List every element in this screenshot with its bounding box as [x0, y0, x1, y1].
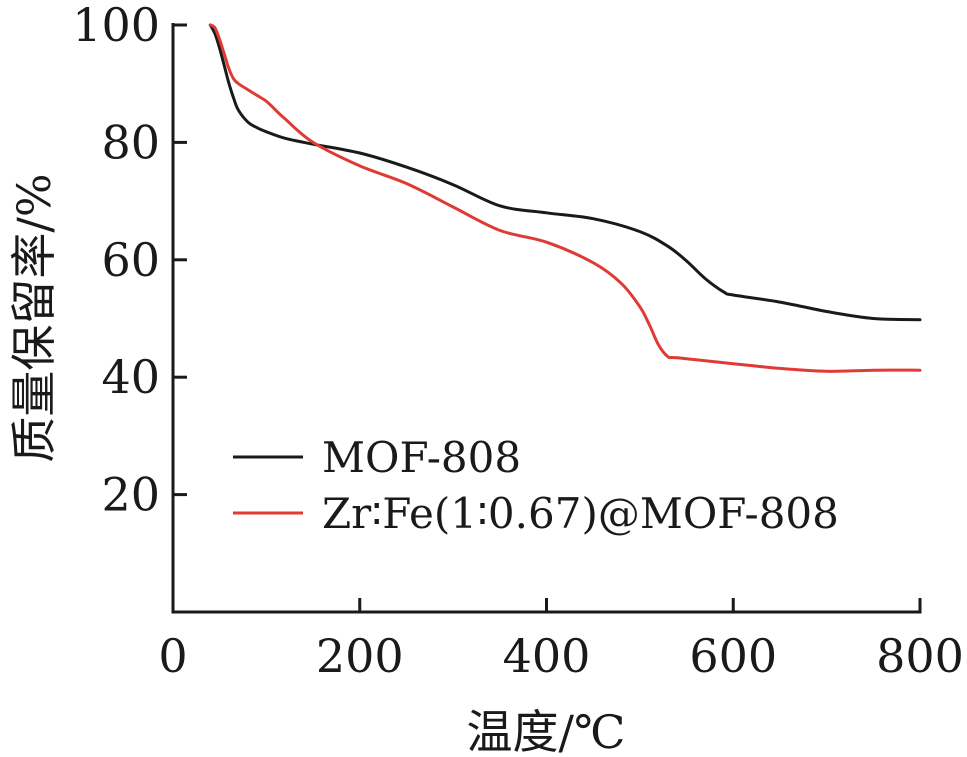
x-tick-label: 0: [158, 629, 187, 683]
y-tick-label: 60: [101, 233, 160, 287]
x-tick-label: 400: [503, 629, 591, 683]
y-tick-label: 20: [101, 468, 160, 522]
series-layer: [208, 23, 922, 373]
series-line-mof-808: [208, 23, 922, 322]
y-tick-label: 40: [101, 350, 160, 404]
axes: 20 40 60 80 100 0 200 400 600 800: [72, 0, 964, 683]
y-axis-title: 质量保留率/%: [7, 173, 61, 462]
y-tick-label: 80: [101, 115, 160, 169]
x-tick-label: 600: [689, 629, 777, 683]
y-tick-label: 100: [72, 0, 160, 52]
x-axis-title: 温度/℃: [467, 705, 626, 757]
legend-label-mof-808: MOF-808: [322, 433, 521, 482]
x-tick-label: 200: [316, 629, 404, 683]
series-line-zr-fe-mof-808: [208, 23, 922, 373]
x-tick-label: 800: [876, 629, 964, 683]
legend: MOF-808 Zr∶Fe(1∶0.67)@MOF-808: [233, 433, 839, 538]
legend-label-zr-fe-mof-808: Zr∶Fe(1∶0.67)@MOF-808: [322, 489, 839, 538]
